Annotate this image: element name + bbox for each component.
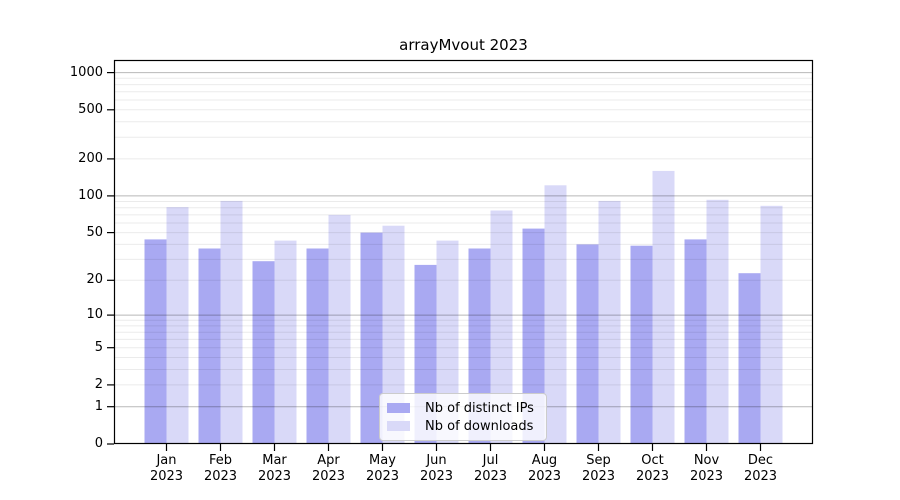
x-tick-label-feb: Feb 2023: [203, 453, 238, 484]
y-tick-label: 10: [86, 307, 103, 323]
legend: Nb of distinct IPs Nb of downloads: [379, 393, 547, 441]
legend-label-downloads: Nb of downloads: [425, 418, 534, 434]
x-tick-label-mar: Mar 2023: [257, 453, 292, 484]
chart-canvas: [107, 59, 814, 451]
bar-sep-distinct-ips: [576, 244, 599, 444]
legend-swatch-downloads-icon: [387, 421, 410, 431]
y-tick-label: 50: [86, 224, 103, 240]
y-tick-label: 100: [78, 187, 103, 203]
y-tick-label: 20: [86, 272, 103, 288]
x-tick-label-jan: Jan 2023: [149, 453, 184, 484]
bar-mar-distinct-ips: [252, 261, 275, 444]
y-tick-label: 5: [94, 339, 103, 355]
bar-jul-downloads: [490, 210, 513, 444]
bar-jan-distinct-ips: [144, 239, 167, 444]
bar-oct-downloads: [652, 170, 675, 444]
bar-jan-downloads: [166, 207, 189, 444]
bar-dec-downloads: [760, 205, 783, 444]
y-tick-label: 500: [78, 101, 103, 117]
bar-feb-distinct-ips: [198, 248, 221, 444]
bar-nov-downloads: [706, 199, 729, 444]
x-tick-label-sep: Sep 2023: [581, 453, 616, 484]
legend-item-distinct-ips: Nb of distinct IPs: [387, 400, 539, 416]
bar-may-distinct-ips: [360, 232, 383, 444]
bar-aug-distinct-ips: [522, 228, 545, 444]
bar-aug-downloads: [544, 185, 567, 445]
chart-title: arrayMvout 2023: [399, 36, 528, 54]
bar-apr-downloads: [328, 214, 351, 444]
legend-swatch-distinct-ips-icon: [387, 403, 410, 413]
y-tick-label: 1000: [69, 64, 103, 80]
x-tick-label-oct: Oct 2023: [635, 453, 670, 484]
bar-nov-distinct-ips: [684, 239, 707, 444]
bar-oct-distinct-ips: [630, 245, 653, 444]
bar-feb-downloads: [220, 200, 243, 444]
x-tick-label-jul: Jul 2023: [473, 453, 508, 484]
x-tick-label-dec: Dec 2023: [743, 453, 778, 484]
x-tick-label-aug: Aug 2023: [527, 453, 562, 484]
y-tick-label: 1: [94, 398, 103, 414]
plot-area: [107, 59, 814, 451]
y-tick-label: 0: [94, 436, 103, 451]
legend-item-downloads: Nb of downloads: [387, 418, 539, 434]
bar-dec-distinct-ips: [738, 273, 761, 444]
x-tick-label-jun: Jun 2023: [419, 453, 454, 484]
x-tick-label-may: May 2023: [365, 453, 400, 484]
x-tick-label-apr: Apr 2023: [311, 453, 346, 484]
bar-mar-downloads: [274, 240, 297, 444]
bar-apr-distinct-ips: [306, 248, 329, 444]
y-tick-label: 2: [94, 376, 103, 392]
y-tick-label: 200: [78, 150, 103, 166]
bar-may-downloads: [382, 225, 405, 444]
x-tick-label-nov: Nov 2023: [689, 453, 724, 484]
legend-label-distinct-ips: Nb of distinct IPs: [425, 400, 534, 416]
bar-sep-downloads: [598, 200, 621, 444]
plot-spines: [113, 59, 814, 445]
